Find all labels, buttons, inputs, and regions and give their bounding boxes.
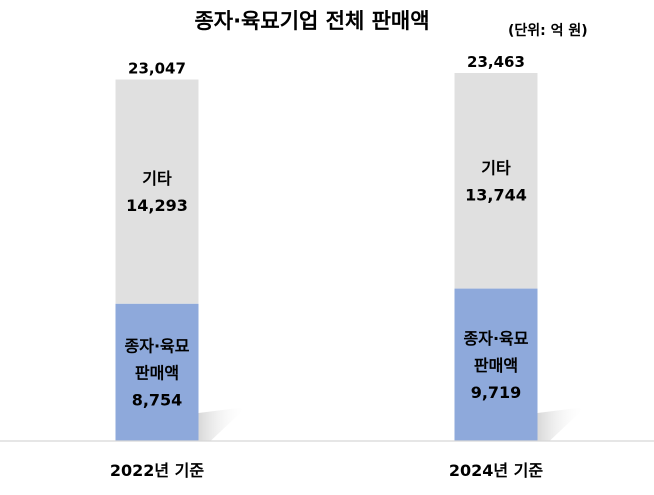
bar-total-label: 23,047 bbox=[128, 60, 186, 78]
bar-segment-other bbox=[115, 79, 199, 304]
category-label: 2024년 기준 bbox=[449, 461, 544, 480]
bar-shadow bbox=[537, 407, 586, 441]
segment-value-label: 13,744 bbox=[465, 185, 527, 204]
category-label: 2022년 기준 bbox=[110, 461, 205, 480]
segment-name-label: 종자·육묘 bbox=[464, 329, 529, 348]
segment-value-label: 9,719 bbox=[471, 383, 522, 402]
unit-label: (단위: 억 원) bbox=[508, 22, 588, 39]
bar-total-label: 23,463 bbox=[467, 53, 525, 71]
segment-name-label: 판매액 bbox=[474, 356, 518, 375]
segment-name-label: 기타 bbox=[481, 158, 511, 177]
bar-shadow bbox=[198, 407, 247, 441]
segment-name-label: 종자·육묘 bbox=[125, 336, 190, 355]
segment-name-label: 판매액 bbox=[135, 363, 179, 382]
bar-segment-seed-sales bbox=[115, 303, 199, 441]
chart-title: 종자·육묘기업 전체 판매액 bbox=[194, 9, 429, 33]
bar-segment-other bbox=[454, 73, 538, 289]
segment-name-label: 기타 bbox=[142, 169, 172, 188]
segment-value-label: 8,754 bbox=[132, 390, 183, 409]
bar-segment-seed-sales bbox=[454, 288, 538, 441]
segment-value-label: 14,293 bbox=[126, 196, 188, 215]
